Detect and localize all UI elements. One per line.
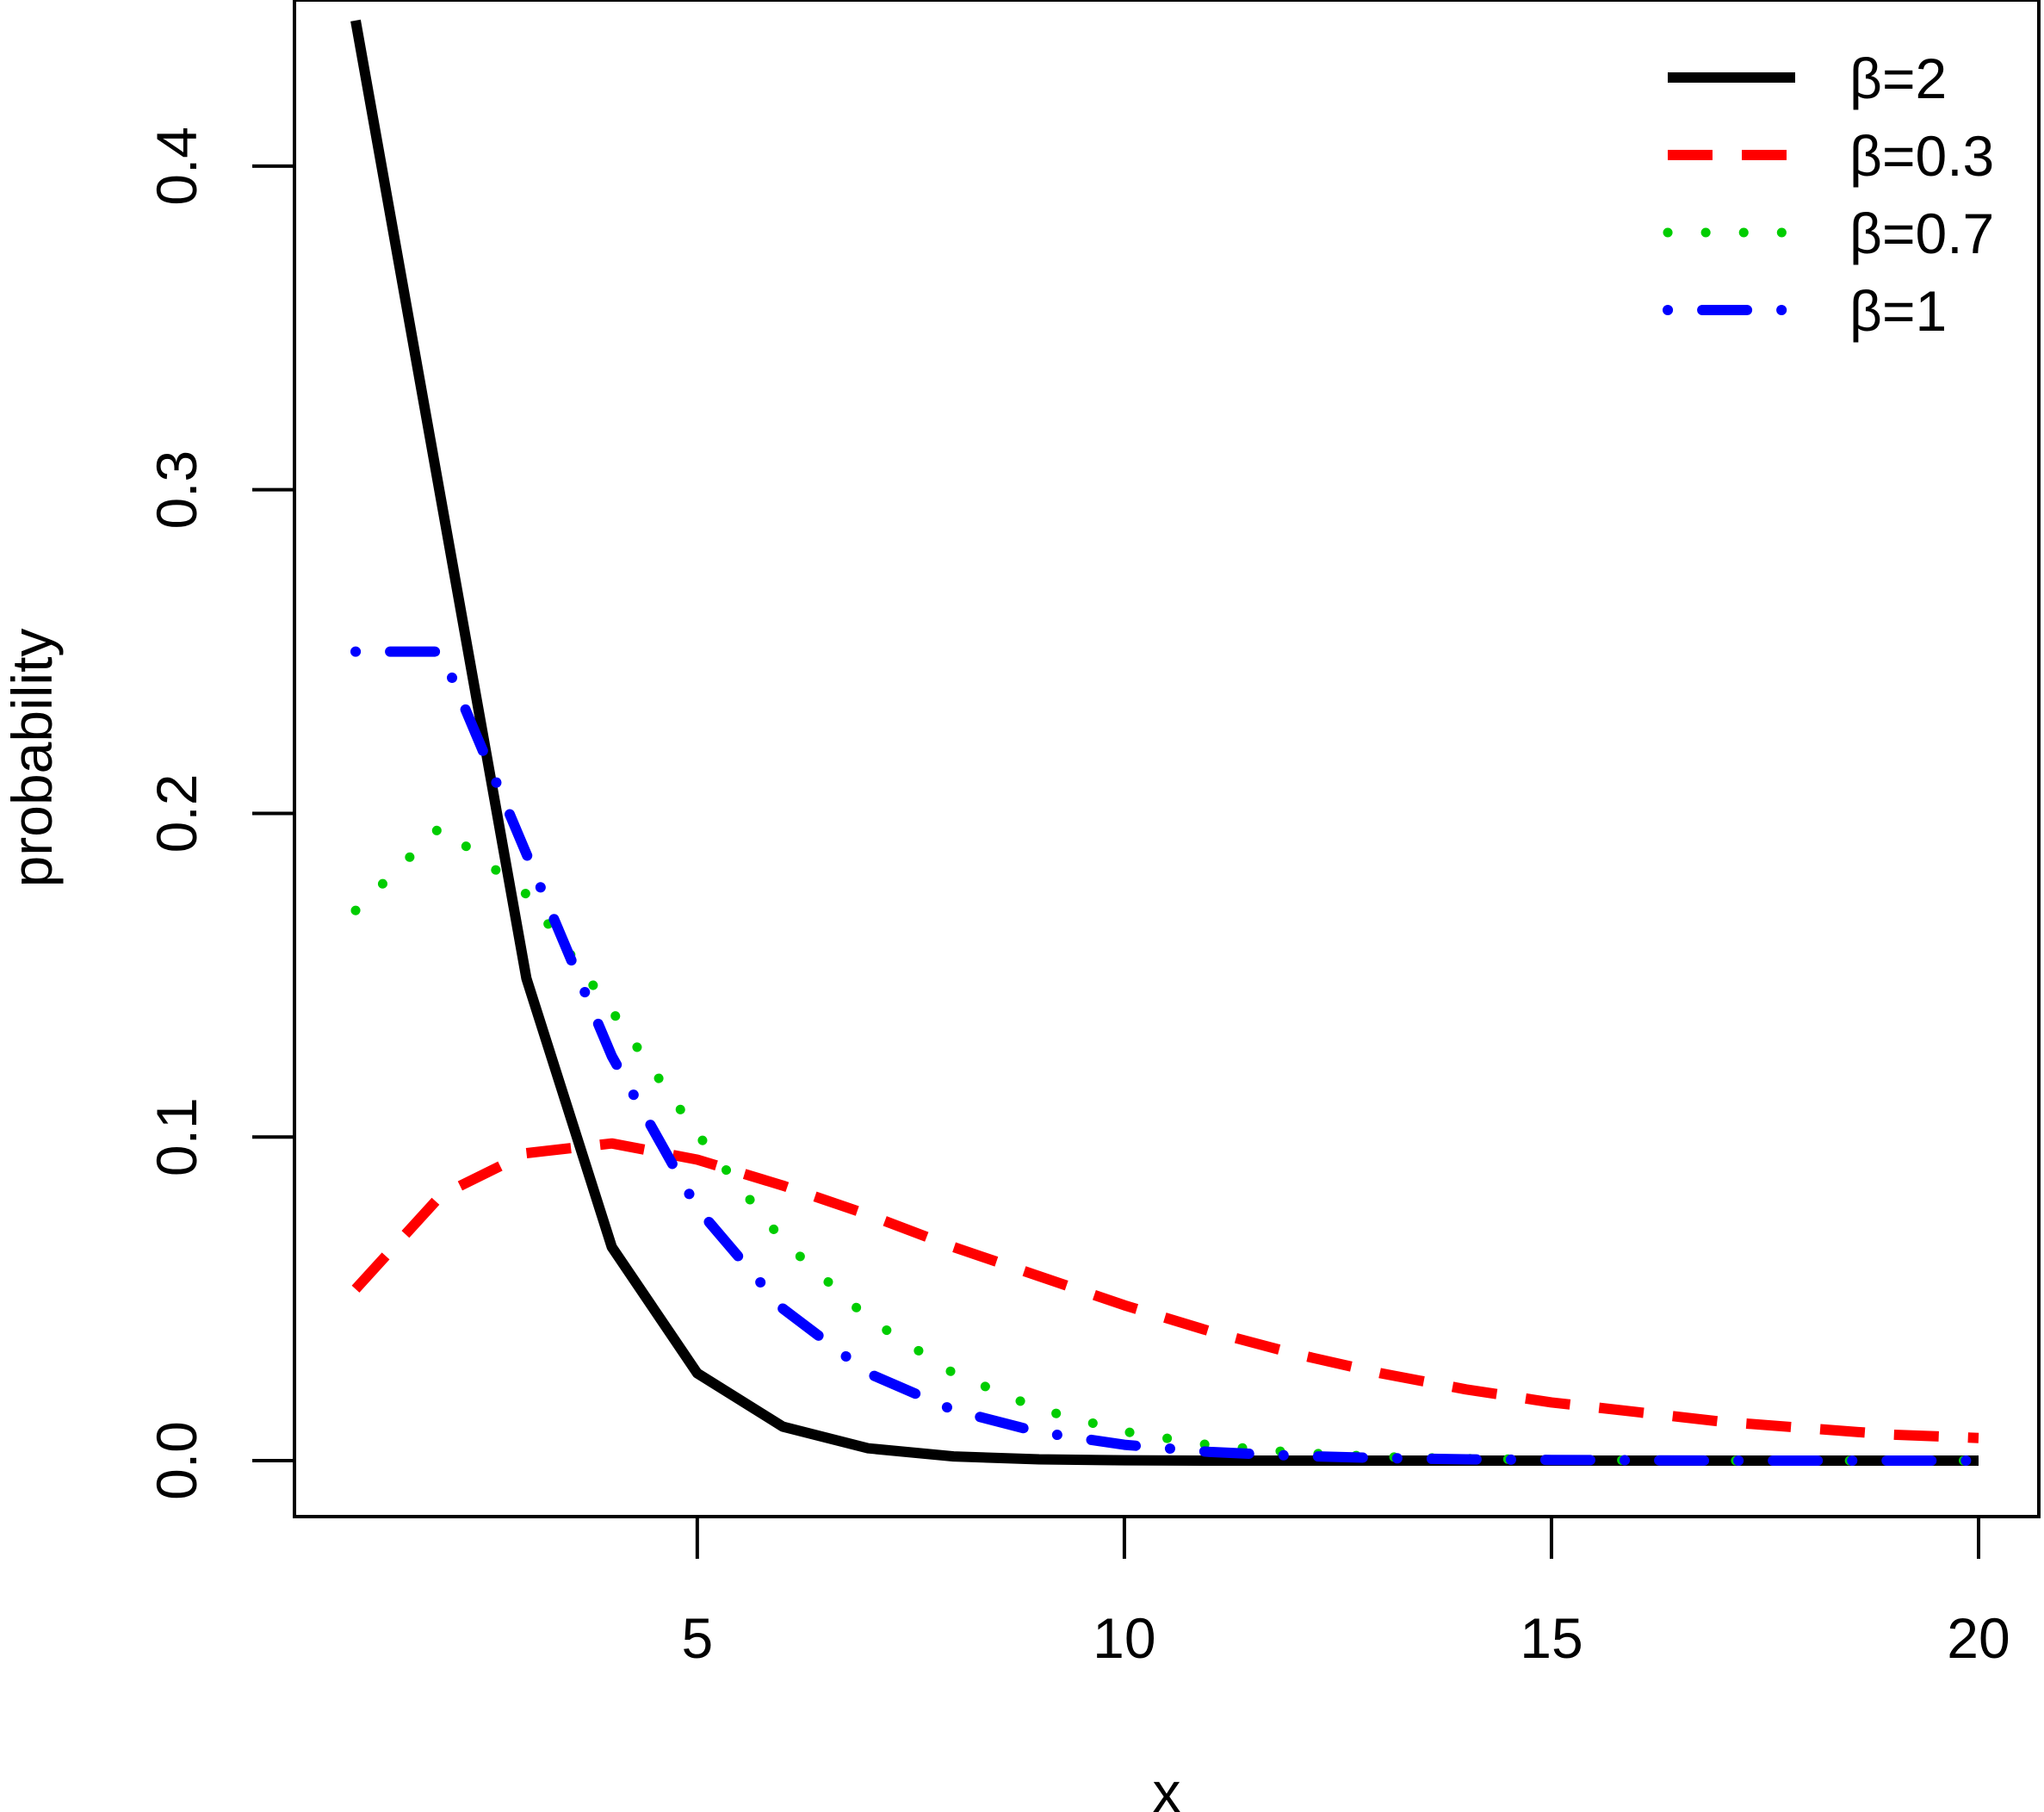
x-tick-label: 5 (681, 1606, 713, 1670)
y-axis: 0.0 0.1 0.2 0.3 0.4 (145, 127, 296, 1500)
legend-label-2: β=0.7 (1849, 202, 1994, 265)
x-axis: 5 10 15 20 (681, 1515, 2010, 1670)
x-tick-label: 10 (1093, 1606, 1155, 1670)
legend-label-0: β=2 (1849, 47, 1947, 110)
series-line-0 (350, 19, 1979, 1466)
plot-frame (293, 0, 2041, 1518)
y-tick-label: 0.4 (145, 127, 208, 206)
x-axis-label: x (1153, 1760, 1181, 1812)
y-tick-label: 0.1 (145, 1097, 208, 1176)
series-layer (350, 19, 1984, 1466)
x-tick-label: 15 (1520, 1606, 1583, 1670)
legend-label-1: β=0.3 (1849, 124, 1994, 188)
y-tick-label: 0.0 (145, 1421, 208, 1500)
series-line-3 (350, 646, 1984, 1466)
y-tick-label: 0.3 (145, 450, 208, 530)
x-tick-label: 20 (1947, 1606, 2010, 1670)
legend-label-3: β=1 (1849, 279, 1947, 343)
y-tick-label: 0.2 (145, 774, 208, 853)
series-line-2 (350, 822, 1984, 1466)
legend: β=2 β=0.3 β=0.7 β=1 (1663, 47, 1994, 343)
series-line-1 (351, 1138, 1979, 1443)
y-axis-label: probability (0, 629, 64, 888)
